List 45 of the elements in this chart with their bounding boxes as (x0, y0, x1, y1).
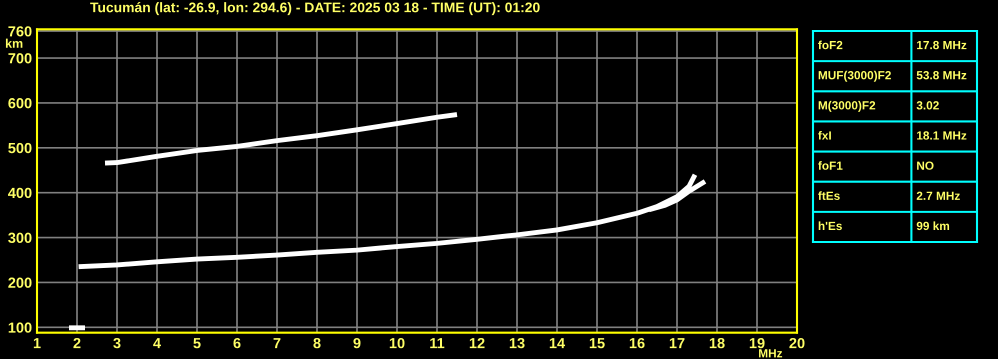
text: foF2 (818, 40, 842, 50)
text: 53.8 MHz (916, 71, 966, 80)
text: fxI (818, 130, 831, 140)
text: M(3000)F2 (818, 100, 876, 112)
x-tick-label: 4 (153, 338, 161, 348)
x-axis-title: MHz (759, 349, 782, 358)
x-tick-label: 11 (430, 338, 444, 348)
y-tick-label: 200 (8, 278, 32, 288)
y-axis-title: km (6, 38, 22, 48)
x-tick-label: 2 (73, 338, 80, 348)
y-tick-label: 300 (8, 232, 32, 243)
x-tick-label: 1 (34, 338, 41, 348)
x-tick-label: 12 (470, 338, 485, 348)
x-tick-label: 13 (510, 338, 525, 348)
y-tick-label: 500 (8, 142, 32, 154)
x-tick-label: 15 (590, 338, 605, 348)
text: 17.8 MHz (917, 40, 966, 50)
y-tick-label: 100 (8, 322, 32, 333)
text: 2.7 MHz (916, 192, 960, 200)
x-tick-label: 18 (710, 338, 725, 348)
y-tick-label: 700 (8, 53, 32, 64)
text: 18.1 MHz (917, 131, 966, 140)
text: NO (917, 161, 934, 170)
x-tick-label: 7 (274, 338, 280, 348)
x-tick-label: 9 (353, 338, 361, 348)
text: 99 km (916, 221, 950, 230)
text: MUF(3000)F2 (818, 70, 891, 82)
x-tick-label: 6 (233, 338, 241, 348)
y-tick-label: 600 (8, 98, 32, 108)
text: h'Es (818, 221, 842, 230)
x-tick-label: 5 (193, 338, 201, 348)
x-tick-label: 20 (789, 338, 805, 348)
text: foF1 (818, 161, 843, 170)
x-tick-label: 10 (390, 338, 405, 348)
y-tick-label: 400 (8, 188, 32, 198)
x-tick-label: 16 (630, 338, 645, 348)
x-tick-label: 8 (313, 338, 321, 348)
x-tick-label: 19 (750, 338, 765, 348)
y-tick-label: 760 (8, 26, 32, 37)
text: 3.02 (916, 101, 939, 110)
x-tick-label: 3 (113, 338, 121, 348)
x-tick-label: 17 (670, 338, 684, 348)
chart-title: Tucumán (lat: -26.9, lon: 294.6) - DATE: 2025 03 18 - TIME (UT): 01:20 (90, 2, 540, 16)
x-tick-label: 14 (550, 338, 566, 348)
text: ftEs (818, 191, 840, 200)
